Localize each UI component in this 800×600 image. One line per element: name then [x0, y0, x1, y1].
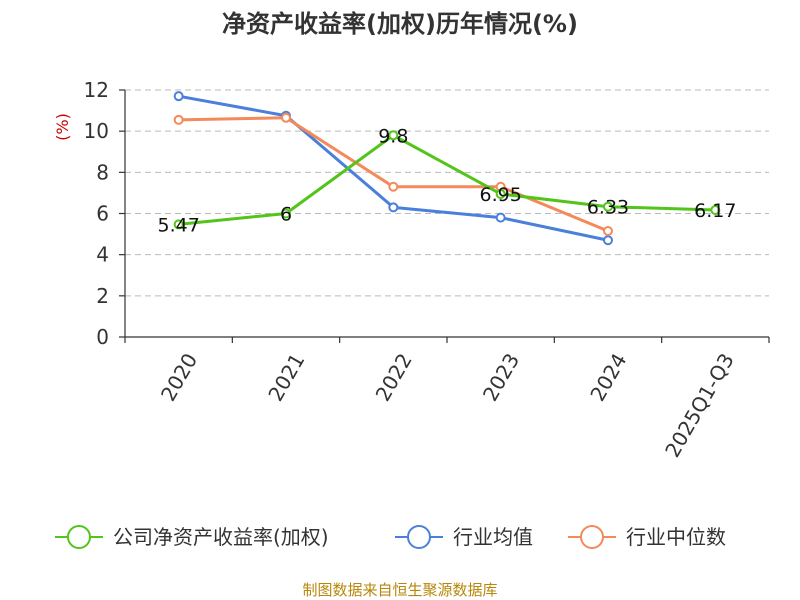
x-tick-label: 2025Q1-Q3	[660, 349, 739, 461]
data-point	[281, 112, 291, 123]
data-point	[173, 114, 184, 125]
y-tick-label: 10	[84, 119, 109, 143]
x-tick-label: 2020	[156, 349, 202, 405]
y-tick-label: 0	[96, 325, 109, 349]
data-point	[173, 219, 184, 230]
data-label: 6.95	[480, 184, 522, 206]
legend-label: 行业均值	[453, 525, 533, 549]
legend[interactable]: 公司净资产收益率(加权) 行业均值 行业中位数	[55, 525, 726, 549]
data-point	[603, 235, 613, 246]
series-line	[178, 133, 716, 226]
legend-marker-icon	[580, 525, 604, 549]
data-point	[281, 208, 291, 219]
axes: 0 2 4 6 8 10 12 2020 2021 2022 2023 2024 2025Q1-Q3	[84, 78, 770, 461]
data-point	[388, 181, 399, 192]
data-label: 6	[280, 204, 292, 226]
y-tick-label: 8	[96, 160, 109, 184]
data-point	[495, 188, 506, 199]
x-tick-label: 2021	[263, 349, 309, 405]
legend-marker-icon	[67, 525, 91, 549]
y-tick-label: 2	[96, 284, 109, 308]
y-tick-label: 4	[96, 243, 109, 267]
series-lines	[173, 91, 721, 246]
legend-label: 行业中位数	[626, 525, 726, 549]
legend-item[interactable]: 行业均值	[395, 525, 533, 549]
grid-lines	[125, 89, 769, 297]
data-point	[388, 130, 399, 141]
source-note: 制图数据来自恒生聚源数据库	[302, 581, 497, 599]
data-point	[603, 225, 613, 236]
data-point	[173, 91, 184, 102]
legend-item[interactable]: 公司净资产收益率(加权)	[55, 525, 329, 549]
x-tick-label: 2023	[478, 349, 524, 405]
data-label: 6.33	[587, 197, 629, 219]
legend-item[interactable]: 行业中位数	[568, 525, 726, 549]
legend-label: 公司净资产收益率(加权)	[113, 525, 329, 549]
data-point	[495, 212, 506, 223]
y-axis-unit-label: (%)	[53, 113, 72, 141]
data-point	[388, 202, 399, 213]
x-tick-label: 2024	[585, 349, 631, 405]
data-labels: 5.47 6 9.8 6.95 6.33 6.17	[158, 125, 737, 236]
y-tick-label: 6	[96, 202, 109, 226]
data-label: 9.8	[378, 125, 408, 147]
data-point	[603, 201, 613, 212]
data-label: 5.47	[158, 214, 200, 236]
y-tick-label: 12	[84, 78, 109, 102]
chart-title: 净资产收益率(加权)历年情况(%)	[222, 10, 578, 38]
legend-marker-icon	[407, 525, 431, 549]
x-tick-label: 2022	[371, 349, 417, 405]
data-point	[710, 205, 721, 216]
data-label: 6.17	[694, 200, 736, 222]
